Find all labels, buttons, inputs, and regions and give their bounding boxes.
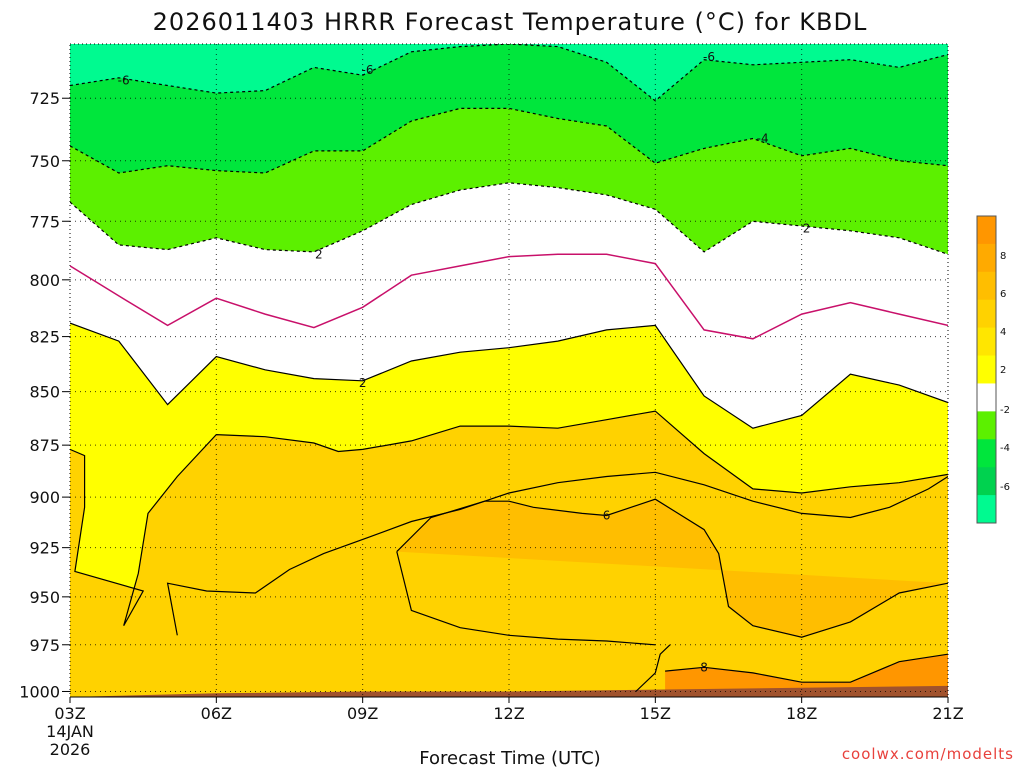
y-tick-label-10: 975: [29, 636, 60, 655]
fill-bands: [70, 44, 948, 697]
contour-line-2: [70, 182, 948, 255]
colorbar-segment-10: [977, 495, 996, 524]
fill-band-6: [396, 499, 948, 638]
colorbar-label-3: 2: [1000, 365, 1006, 376]
colorbar-label-6: -6: [1000, 482, 1010, 493]
x-date-line-1: 14JAN: [46, 722, 94, 741]
y-tick-label-11: 1000: [19, 682, 60, 701]
credit-text: coolwx.com/modelts: [842, 745, 1014, 763]
contour-line-9: [635, 644, 671, 692]
contour-label-7-0: 6: [603, 508, 611, 522]
y-tick-label-3: 800: [29, 271, 60, 290]
y-tick-label-8: 925: [29, 539, 60, 558]
ground-fill: [70, 685, 948, 697]
plot-area: [70, 44, 948, 697]
y-tick-label-4: 825: [29, 328, 60, 347]
y-axis: 725 750 775 800 825 850 875 900 925 950 975 1000: [19, 89, 70, 701]
colorbar-frame: [976, 215, 997, 524]
contour-line-10: [665, 653, 948, 683]
colorbar-segment-2: [977, 271, 996, 301]
colorbar-segment-9: [977, 467, 996, 496]
colorbar: 8 6 4 2 -2 -4 -6: [976, 215, 1010, 524]
contour-line-1: [70, 107, 948, 174]
colorbar-segment-8: [977, 439, 996, 468]
contour-line-5: [70, 410, 948, 626]
x-tick-label-4: 15Z: [640, 704, 671, 723]
y-tick-label-0: 725: [29, 89, 60, 108]
contour-line-6: [166, 471, 948, 636]
x-tick-label-6: 21Z: [932, 704, 963, 723]
colorbar-segment-7: [977, 411, 996, 440]
contour-line-4: [70, 322, 948, 429]
x-date-line-2: 2026: [50, 740, 91, 759]
contour-line-0: [70, 44, 948, 102]
colorbar-label-0: 8: [1000, 251, 1006, 262]
x-tick-label-2: 09Z: [347, 704, 378, 723]
contour-line-7: [396, 498, 948, 638]
contour-label-4-0: 2: [359, 376, 367, 390]
y-tick-label-1: 750: [29, 152, 60, 171]
x-tick-label-5: 18Z: [786, 704, 817, 723]
y-tick-label-7: 900: [29, 488, 60, 507]
plot-border: [69, 43, 949, 698]
colorbar-segment-6: [977, 383, 996, 412]
fill-band-8: [665, 654, 948, 697]
contour-label-0-1: -6: [362, 63, 374, 77]
colorbar-label-1: 6: [1000, 289, 1006, 300]
x-axis: 03Z 06Z 09Z 12Z 15Z 18Z 21Z: [54, 696, 964, 723]
colorbar-label-2: 4: [1000, 327, 1006, 338]
contour-label-1-0: -4: [757, 131, 769, 145]
grid: [69, 43, 949, 698]
y-tick-label-9: 950: [29, 588, 60, 607]
colorbar-label-5: -4: [1000, 443, 1010, 454]
y-tick-label-6: 875: [29, 436, 60, 455]
contour-line-8: [396, 551, 656, 646]
contour-label-2-0: 2: [315, 247, 323, 261]
colorbar-segment-4: [977, 327, 996, 357]
colorbar-segment-3: [977, 299, 996, 329]
contour-lines: -6 -6 -6 -4 2 2 2 6 8: [70, 44, 948, 692]
colorbar-segment-0: [977, 216, 996, 245]
x-tick-label-0: 03Z: [54, 704, 85, 723]
y-tick-label-2: 775: [29, 212, 60, 231]
x-tick-label-1: 06Z: [201, 704, 232, 723]
contour-label-0-2: -6: [703, 50, 715, 64]
colorbar-segment-5: [977, 355, 996, 384]
chart-title: 2026011403 HRRR Forecast Temperature (°C…: [153, 8, 868, 36]
contour-line-3: [70, 253, 948, 340]
contour-label-0-0: -6: [118, 73, 130, 87]
x-axis-label: Forecast Time (UTC): [419, 748, 600, 768]
colorbar-label-4: -2: [1000, 405, 1010, 416]
contour-label-2-1: 2: [803, 221, 811, 235]
x-tick-label-3: 12Z: [493, 704, 524, 723]
contour-label-10-0: 8: [700, 660, 708, 674]
y-tick-label-5: 850: [29, 383, 60, 402]
colorbar-segment-1: [977, 243, 996, 273]
